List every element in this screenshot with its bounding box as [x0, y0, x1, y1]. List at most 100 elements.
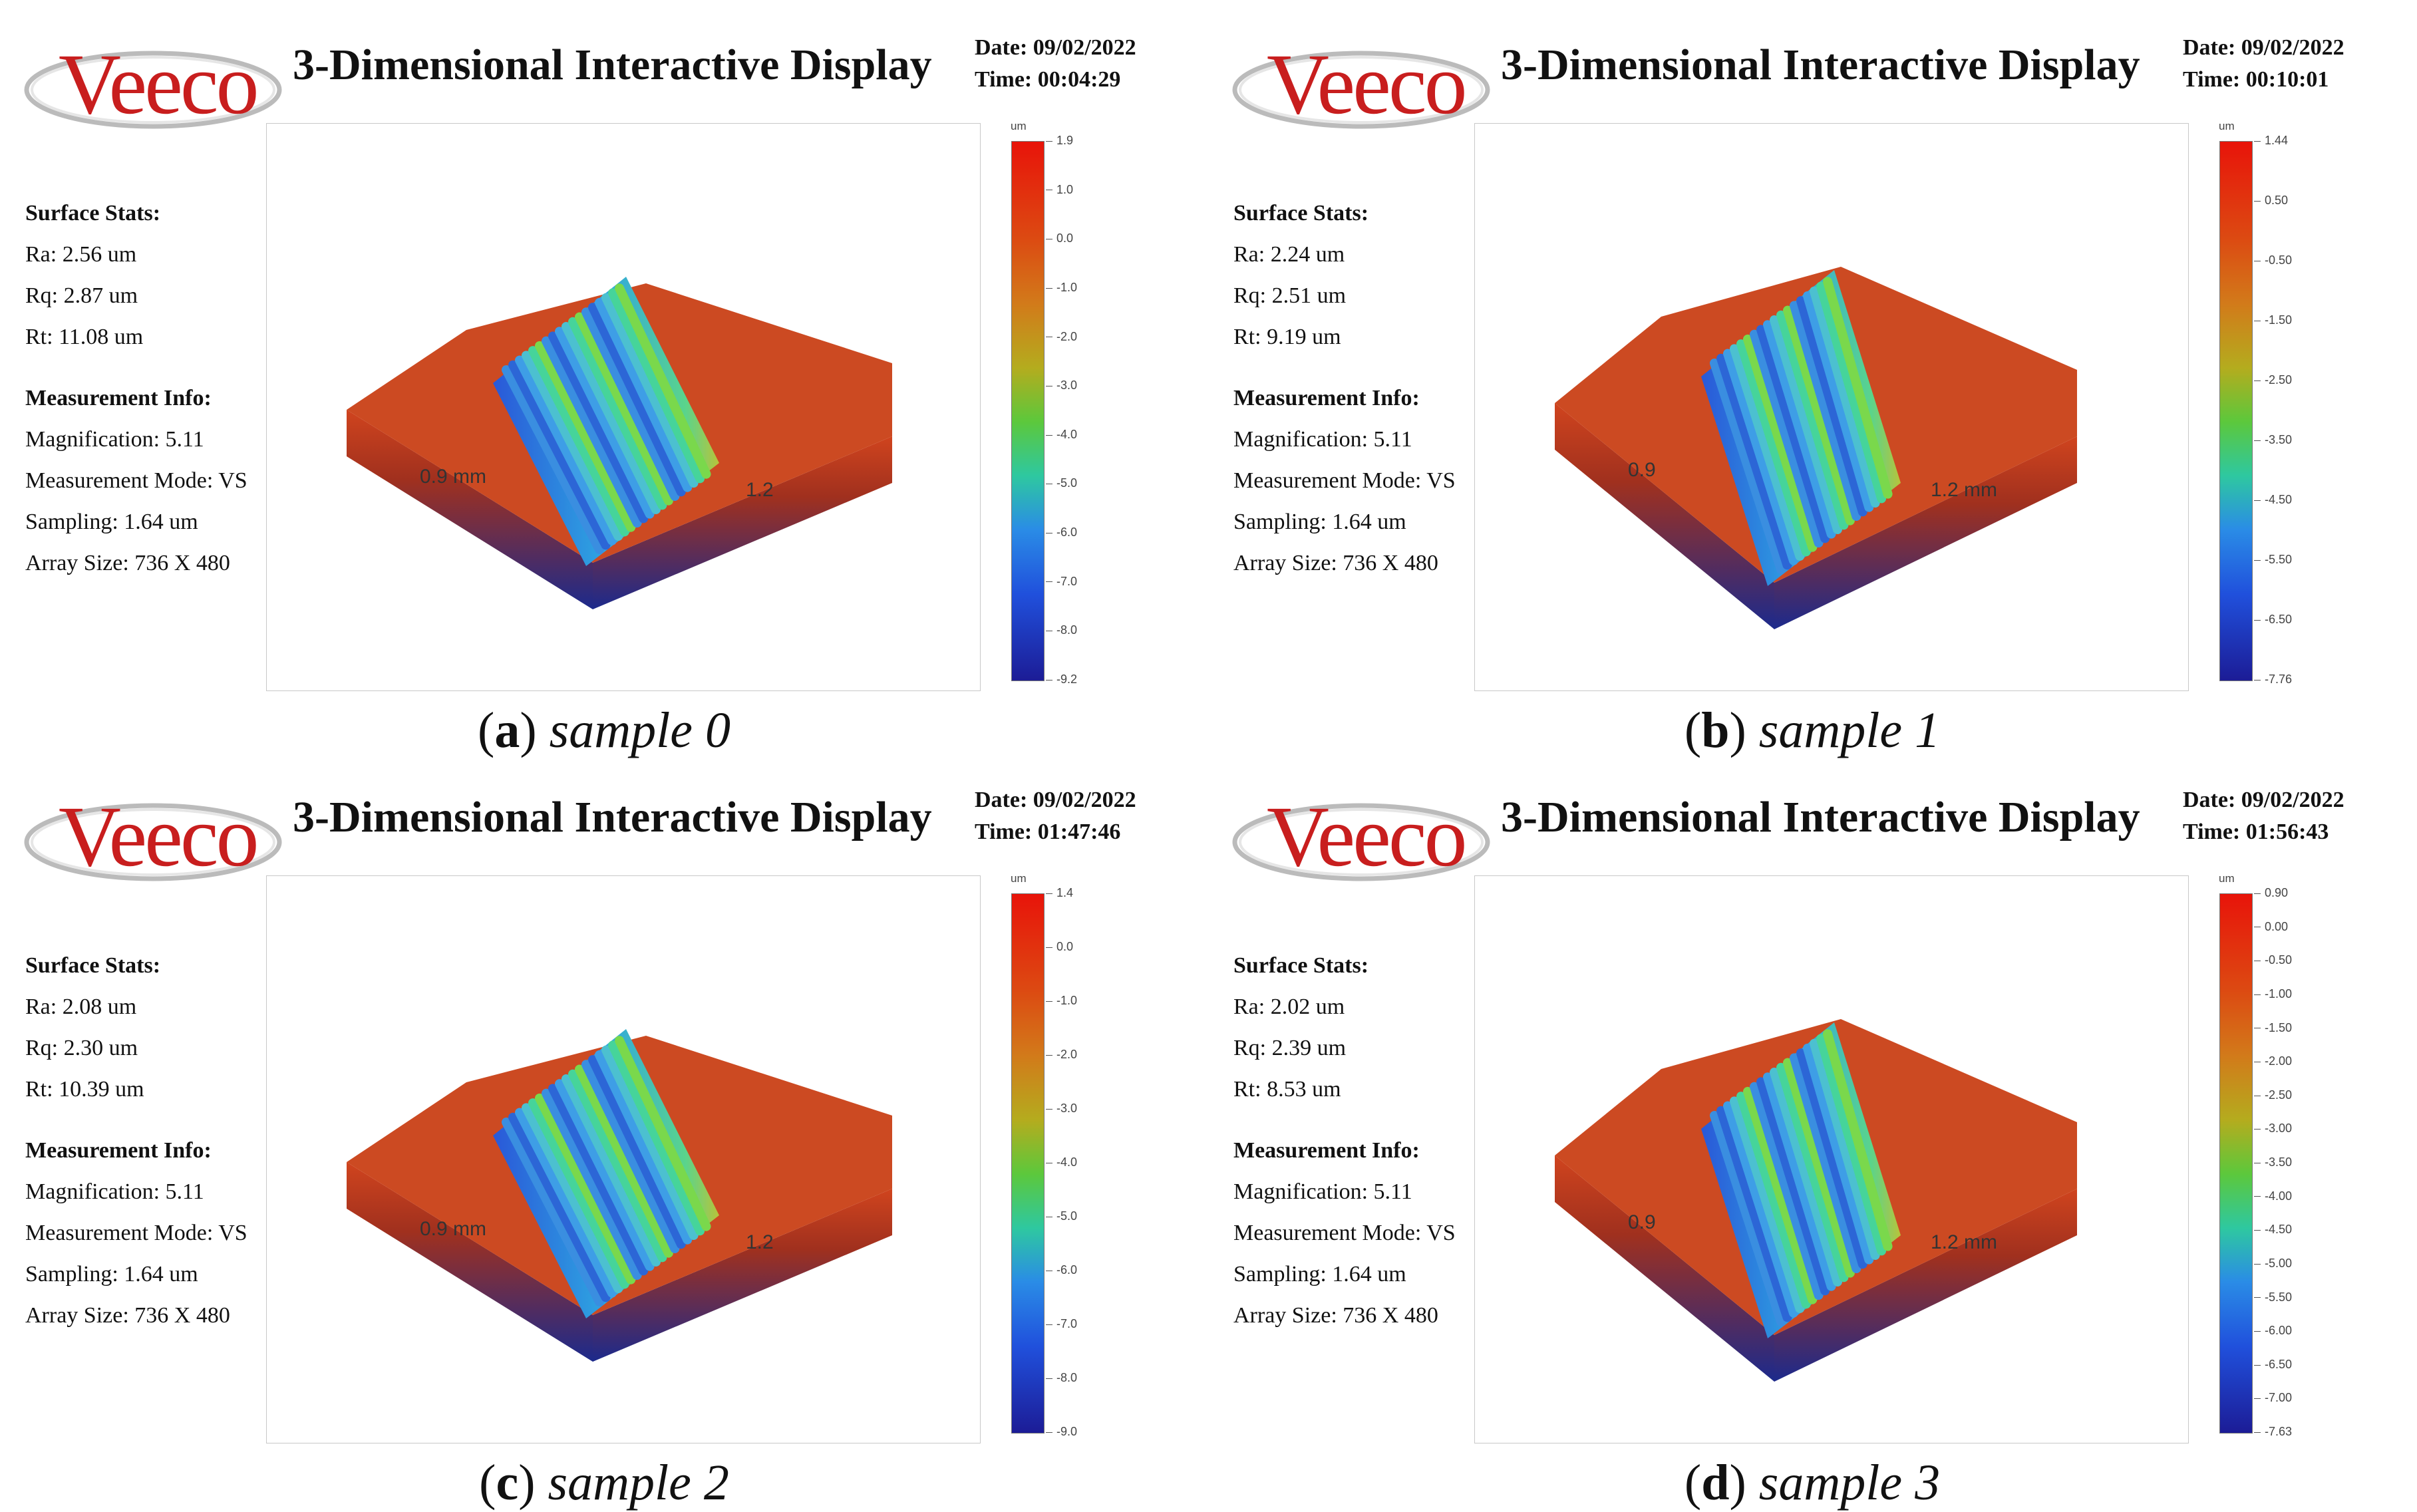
date-time: Date: 09/02/2022 Time: 00:10:01 [2183, 32, 2344, 96]
colorbar-unit: um [1011, 872, 1027, 885]
surface-3d-plot[interactable]: 0.9 1.2 mm [1474, 123, 2189, 691]
rt-value: Rt: 11.08 um [25, 325, 144, 349]
colorbar-tick: -3.0 [1046, 1102, 1077, 1116]
colorbar-tick: -7.0 [1046, 1317, 1077, 1331]
measurement-mode-value: Measurement Mode: VS [1233, 1221, 1456, 1245]
axis-y-label: 1.2 [746, 479, 774, 501]
colorbar-tick: -2.00 [2254, 1054, 2292, 1068]
axis-x-label: 0.9 mm [420, 1218, 486, 1240]
colorbar-tick: -5.50 [2254, 1290, 2292, 1304]
colorbar-tick: -6.00 [2254, 1324, 2292, 1338]
colorbar-tick: -8.0 [1046, 1371, 1077, 1385]
colorbar-tick: -1.00 [2254, 987, 2292, 1001]
colorbar-tick: -7.0 [1046, 575, 1077, 589]
array-size-value: Array Size: 736 X 480 [1233, 1303, 1438, 1328]
axis-x-label: 0.9 [1628, 459, 1656, 481]
display-title: 3-Dimensional Interactive Display [1501, 793, 2140, 841]
panel-c: Veeco 3-Dimensional Interactive Display … [0, 752, 1208, 1511]
colorbar-unit: um [2219, 120, 2235, 132]
colorbar [1011, 141, 1045, 681]
array-size-value: Array Size: 736 X 480 [25, 551, 230, 575]
colorbar-tick: -8.0 [1046, 623, 1077, 637]
figure-caption: (d) sample 3 [1684, 1455, 1941, 1511]
date-label: Date: 09/02/2022 [2183, 788, 2344, 812]
colorbar-tick: -3.50 [2254, 433, 2292, 447]
rt-value: Rt: 8.53 um [1233, 1077, 1341, 1102]
stats-block: Surface Stats: Ra: 2.56 um Rq: 2.87 um R… [25, 193, 247, 584]
rt-value: Rt: 10.39 um [25, 1077, 144, 1102]
caption-letter: d [1701, 1455, 1730, 1511]
ra-value: Ra: 2.56 um [25, 242, 137, 267]
time-label: Time: 00:10:01 [2183, 67, 2329, 92]
colorbar-tick: 1.44 [2254, 134, 2288, 148]
axis-y-label: 1.2 [746, 1231, 774, 1253]
measurement-info-heading: Measurement Info: [1233, 386, 1420, 410]
colorbar-tick: -3.50 [2254, 1155, 2292, 1169]
ra-value: Ra: 2.08 um [25, 994, 137, 1019]
colorbar-tick: 1.0 [1046, 183, 1073, 197]
display-title: 3-Dimensional Interactive Display [293, 41, 932, 89]
time-label: Time: 00:04:29 [975, 67, 1121, 92]
surface-side-left [1555, 1155, 1774, 1382]
colorbar-tick: -5.0 [1046, 1209, 1077, 1223]
surface-stats-heading: Surface Stats: [25, 953, 161, 978]
colorbar-tick: -4.00 [2254, 1189, 2292, 1203]
colorbar-tick: -7.76 [2254, 673, 2292, 686]
colorbar-tick: -3.0 [1046, 378, 1077, 392]
veeco-logo: Veeco [20, 779, 286, 885]
colorbar-tick: 0.90 [2254, 886, 2288, 900]
colorbar-unit: um [2219, 872, 2235, 885]
magnification-value: Magnification: 5.11 [25, 1179, 204, 1204]
surface-side-right [1774, 436, 2077, 629]
figure-caption: (c) sample 2 [479, 1455, 729, 1511]
measurement-mode-value: Measurement Mode: VS [25, 1221, 247, 1245]
colorbar-tick: -1.50 [2254, 1021, 2292, 1035]
display-title: 3-Dimensional Interactive Display [293, 793, 932, 841]
veeco-logo: Veeco [1228, 27, 1494, 133]
colorbar-tick: -1.50 [2254, 313, 2292, 327]
colorbar-tick: -6.0 [1046, 526, 1077, 539]
date-time: Date: 09/02/2022 Time: 01:47:46 [975, 784, 1136, 848]
ra-value: Ra: 2.24 um [1233, 242, 1345, 267]
colorbar-tick: 0.0 [1046, 231, 1073, 245]
measurement-info-heading: Measurement Info: [25, 1138, 212, 1163]
colorbar-tick: -2.0 [1046, 1048, 1077, 1062]
colorbar-tick: -6.50 [2254, 1358, 2292, 1372]
veeco-logo: Veeco [1228, 779, 1494, 885]
surface-3d-plot[interactable]: 0.9 1.2 mm [1474, 875, 2189, 1443]
colorbar-tick: -1.0 [1046, 994, 1077, 1008]
sampling-value: Sampling: 1.64 um [1233, 510, 1406, 534]
magnification-value: Magnification: 5.11 [25, 427, 204, 452]
colorbar-tick: -4.50 [2254, 1223, 2292, 1237]
date-label: Date: 09/02/2022 [975, 788, 1136, 812]
surface-3d-plot[interactable]: 0.9 mm 1.2 [266, 123, 981, 691]
rq-value: Rq: 2.39 um [1233, 1036, 1347, 1060]
colorbar-tick: -7.00 [2254, 1391, 2292, 1405]
colorbar-tick: -4.0 [1046, 1155, 1077, 1169]
colorbar-tick: -5.00 [2254, 1257, 2292, 1271]
figure-caption: (a) sample 0 [478, 702, 730, 758]
panel-d: Veeco 3-Dimensional Interactive Display … [1208, 752, 2416, 1511]
surface-side-right [1774, 1189, 2077, 1382]
rq-value: Rq: 2.30 um [25, 1036, 138, 1060]
surface-3d-plot[interactable]: 0.9 mm 1.2 [266, 875, 981, 1443]
colorbar-tick: -9.2 [1046, 673, 1077, 686]
caption-letter: a [494, 702, 520, 758]
surface-stats-heading: Surface Stats: [25, 201, 161, 226]
ra-value: Ra: 2.02 um [1233, 994, 1345, 1019]
rq-value: Rq: 2.51 um [1233, 283, 1347, 308]
colorbar-tick: 0.0 [1046, 940, 1073, 954]
surface-side-left [347, 1162, 593, 1362]
colorbar-tick: -2.50 [2254, 1088, 2292, 1102]
colorbar-ticks: 1.9 1.0 0.0 -1.0 -2.0 -3.0 -4.0 -5.0 -6.0 -7.0 -8.… [1046, 134, 1126, 686]
figure-caption: (b) sample 1 [1684, 702, 1941, 758]
colorbar-ticks: 1.4 0.0 -1.0 -2.0 -3.0 -4.0 -5.0 -6.0 -7.0 -8.0 -9… [1046, 886, 1126, 1438]
caption-sample: sample 2 [548, 1455, 729, 1511]
colorbar-tick: 0.50 [2254, 194, 2288, 208]
date-label: Date: 09/02/2022 [975, 35, 1136, 60]
stats-block: Surface Stats: Ra: 2.24 um Rq: 2.51 um R… [1233, 193, 1456, 584]
caption-sample: sample 3 [1758, 1455, 1941, 1511]
axis-y-label: 1.2 mm [1931, 479, 1997, 501]
sampling-value: Sampling: 1.64 um [1233, 1262, 1406, 1286]
colorbar-ticks: 1.44 0.50 -0.50 -1.50 -2.50 -3.50 -4.50 -5.50 -6… [2254, 134, 2334, 686]
